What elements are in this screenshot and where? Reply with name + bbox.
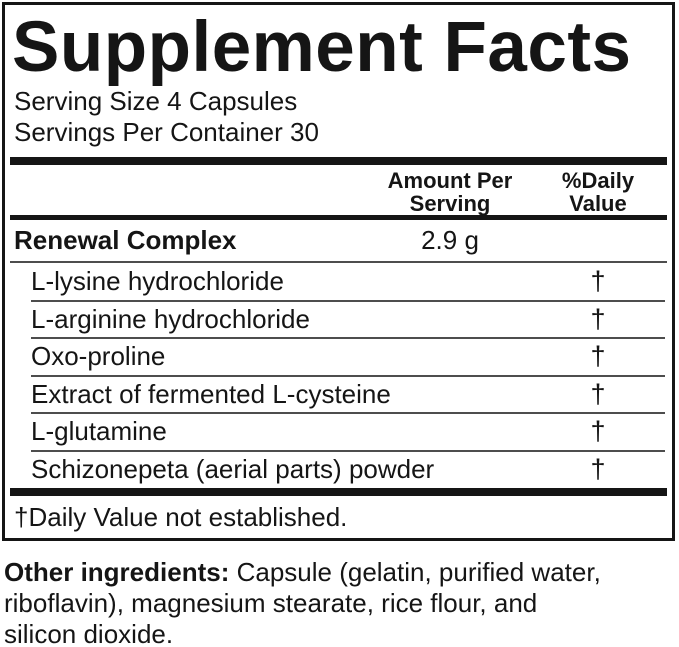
amount-per-serving-header: Amount Per Serving <box>380 169 520 215</box>
footnote: †Daily Value not established. <box>14 501 348 532</box>
amount-header-line1: Amount Per <box>387 168 513 193</box>
dv-header-line1: %Daily <box>561 168 635 193</box>
daily-value-dagger: † <box>590 266 606 297</box>
ingredient-row: Oxo-proline † <box>5 337 672 376</box>
divider-rule-full <box>10 261 667 263</box>
complex-name: Renewal Complex <box>14 225 237 255</box>
servings-per-container-text: Servings Per Container 30 <box>14 117 319 147</box>
divider-thick-bottom <box>10 488 667 496</box>
ingredient-row: L-lysine hydrochloride † <box>5 263 672 301</box>
divider-thick-top <box>10 157 667 165</box>
column-header-row: Amount Per Serving %Daily Value <box>5 165 672 215</box>
daily-value-dagger: † <box>590 341 606 372</box>
daily-value-dagger: † <box>590 453 606 484</box>
ingredient-row: Schizonepeta (aerial parts) powder † <box>5 449 672 489</box>
ingredient-rows: L-lysine hydrochloride † L-arginine hydr… <box>5 263 672 488</box>
other-ingredients-line1: Other ingredients: Capsule (gelatin, pur… <box>4 557 601 588</box>
daily-value-dagger: † <box>590 303 606 334</box>
ingredient-row: Extract of fermented L-cysteine † <box>5 374 672 414</box>
amount-header-line2: Serving <box>409 191 491 216</box>
ingredient-name: Oxo-proline <box>31 341 166 372</box>
ingredient-name: L-lysine hydrochloride <box>31 266 284 297</box>
ingredient-name: L-glutamine <box>31 416 167 447</box>
renewal-complex-row: Renewal Complex 2.9 g <box>5 220 672 261</box>
other-ingredients-label: Other ingredients: <box>4 557 230 587</box>
ingredient-name: Extract of fermented L-cysteine <box>31 378 391 409</box>
other-ingredients: Other ingredients: Capsule (gelatin, pur… <box>4 557 601 647</box>
ingredient-name: Schizonepeta (aerial parts) powder <box>31 453 435 484</box>
other-ingredients-line3: silicon dioxide. <box>4 619 174 647</box>
percent-daily-value-header: %Daily Value <box>528 169 668 215</box>
dv-header-line2: Value <box>569 191 627 216</box>
other-ingredients-line1-rest: Capsule (gelatin, purified water, <box>229 557 601 587</box>
ingredient-name: L-arginine hydrochloride <box>31 303 310 334</box>
complex-amount: 2.9 g <box>421 225 479 255</box>
other-ingredients-line2: riboflavin), magnesium stearate, rice fl… <box>4 588 538 618</box>
serving-size-text: Serving Size 4 Capsules <box>14 86 298 116</box>
ingredient-row: L-glutamine † <box>5 412 672 451</box>
panel-title: Supplement Facts <box>12 8 632 87</box>
divider-medium <box>10 215 667 220</box>
supplement-facts-panel: Supplement Facts Serving Size 4 Capsules… <box>2 2 675 541</box>
daily-value-dagger: † <box>590 378 606 409</box>
daily-value-dagger: † <box>590 416 606 447</box>
ingredient-row: L-arginine hydrochloride † <box>5 299 672 339</box>
